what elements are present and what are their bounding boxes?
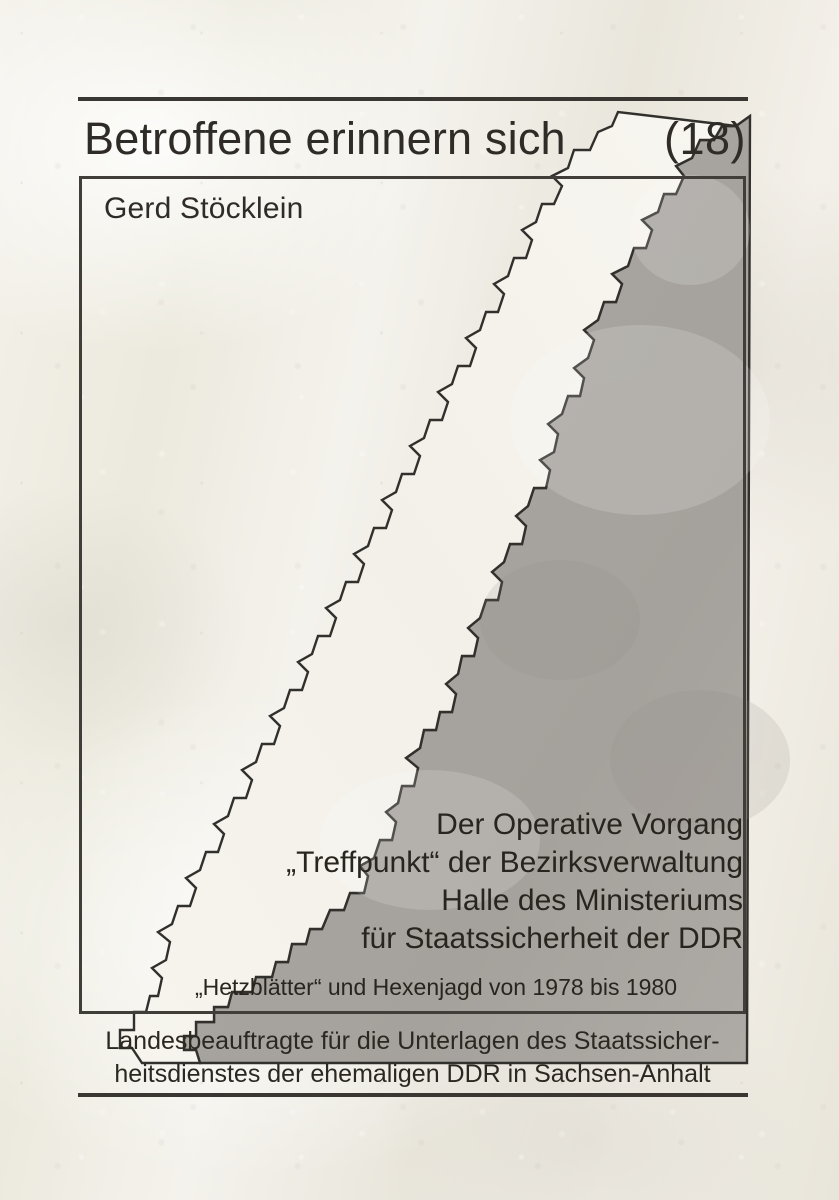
main-title: Der Operative Vorgang „Treffpunkt“ der B… — [286, 806, 743, 958]
subtitle: „Hetzblätter“ und Hexenjagd von 1978 bis… — [194, 974, 678, 1000]
issue-number: (18) — [663, 113, 746, 164]
author-name: Gerd Stöcklein — [104, 192, 304, 225]
main-title-line: für Staatssicherheit der DDR — [361, 922, 743, 955]
series-title: Betroffene erinnern sich — [84, 113, 566, 164]
publisher-statement: Landesbeauftragte für die Unterlagen des… — [79, 1025, 746, 1091]
main-title-line: Der Operative Vorgang — [436, 808, 743, 841]
bottom-rule — [78, 1093, 748, 1097]
main-title-line: Halle des Ministeriums — [441, 884, 743, 917]
top-rule — [78, 97, 748, 101]
gray-field-mottling — [320, 175, 790, 910]
inner-frame-box — [79, 176, 746, 1014]
publisher-line: Landesbeauftragte für die Unterlagen des… — [105, 1027, 720, 1055]
publisher-line: heitsdienstes der ehemaligen DDR in Sach… — [114, 1060, 711, 1088]
main-title-line: „Treffpunkt“ der Bezirksverwaltung — [286, 846, 743, 879]
tear-strip — [118, 110, 737, 1065]
